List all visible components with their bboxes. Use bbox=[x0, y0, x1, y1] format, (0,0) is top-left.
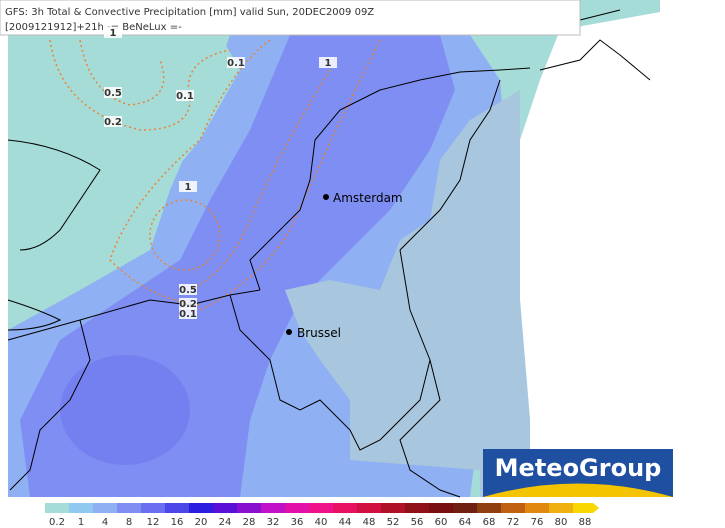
coastline-nl bbox=[249, 67, 531, 291]
legend-label: 32 bbox=[267, 517, 280, 528]
legend-label: 72 bbox=[507, 517, 520, 528]
coastline-france bbox=[7, 289, 261, 491]
legend-swatch bbox=[69, 503, 93, 513]
contour-label: 0.5 bbox=[104, 88, 122, 99]
legend-swatch bbox=[357, 503, 381, 513]
legend-swatch bbox=[333, 503, 357, 513]
legend-label: 44 bbox=[339, 517, 352, 528]
contour bbox=[189, 69, 331, 291]
logo-arc bbox=[483, 483, 673, 497]
contour bbox=[109, 39, 271, 306]
contour-label-bg bbox=[179, 181, 197, 192]
legend-label: 16 bbox=[171, 517, 184, 528]
contour-label: 0.2 bbox=[179, 299, 197, 310]
contour-label: 1 bbox=[110, 28, 117, 39]
legend-label: 80 bbox=[555, 517, 568, 528]
contour-label-bg bbox=[179, 284, 197, 295]
border-de bbox=[399, 79, 501, 498]
legend-label: 1 bbox=[78, 517, 84, 528]
legend-swatch bbox=[477, 503, 501, 513]
contour-label: 0.5 bbox=[179, 285, 197, 296]
contour-label-bg bbox=[319, 57, 337, 68]
header-subtitle: [2009121912]+21h -= BeNeLux =- bbox=[5, 22, 182, 33]
contour-label-bg bbox=[179, 308, 197, 319]
field-core bbox=[60, 355, 190, 465]
legend-swatch bbox=[525, 503, 549, 513]
city-label: Amsterdam bbox=[333, 191, 403, 205]
contour-label-bg bbox=[104, 116, 122, 127]
legend-label: 64 bbox=[459, 517, 472, 528]
legend-swatch bbox=[165, 503, 189, 513]
contour-label: 0.2 bbox=[104, 117, 122, 128]
legend-label: 40 bbox=[315, 517, 328, 528]
precip-field bbox=[8, 0, 660, 497]
legend-label: 52 bbox=[387, 517, 400, 528]
legend-swatch bbox=[453, 503, 477, 513]
contour bbox=[79, 39, 165, 106]
legend-swatch bbox=[237, 503, 261, 513]
legend-swatch bbox=[549, 503, 573, 513]
city-dot bbox=[323, 194, 329, 200]
legend-label: 76 bbox=[531, 517, 544, 528]
contours bbox=[49, 39, 381, 311]
header-title: GFS: 3h Total & Convective Precipitation… bbox=[5, 7, 374, 18]
legend-swatch bbox=[45, 503, 69, 513]
legend-swatch bbox=[117, 503, 141, 513]
contour-label-bg bbox=[104, 87, 122, 98]
logo: MeteoGroup bbox=[483, 449, 673, 497]
border-be bbox=[229, 249, 431, 451]
legend-swatch bbox=[213, 503, 237, 513]
legend-swatch bbox=[261, 503, 285, 513]
legend-label: 12 bbox=[147, 517, 160, 528]
legend-swatch bbox=[189, 503, 213, 513]
contour-labels: 10.1 10.5 0.10.210.50.20.1 bbox=[104, 27, 337, 320]
legend-swatch bbox=[429, 503, 453, 513]
contour-label: 0.1 bbox=[179, 309, 197, 320]
legend-label: 48 bbox=[363, 517, 376, 528]
legend-label: 8 bbox=[126, 517, 132, 528]
contour-label-bg bbox=[179, 298, 197, 309]
contour-label: 1 bbox=[325, 58, 332, 69]
legend-swatch bbox=[285, 503, 309, 513]
legend-swatch bbox=[309, 503, 333, 513]
legend-swatch bbox=[405, 503, 429, 513]
contour bbox=[199, 39, 381, 311]
contour-label-bg bbox=[227, 57, 245, 68]
contour-label: 1 bbox=[185, 182, 192, 193]
legend-label: 0.2 bbox=[49, 517, 65, 528]
legend: 0.2 1 4 8 12 16 20 24 28 32 36 40 44 48 52 56 60 64 68 72 76… bbox=[45, 503, 599, 528]
contour-label: 0.1 bbox=[227, 58, 245, 69]
legend-label: 60 bbox=[435, 517, 448, 528]
legend-arrow bbox=[573, 503, 599, 513]
contour-label-bg bbox=[104, 27, 122, 38]
contour-label: 0.1 bbox=[176, 91, 194, 102]
legend-label: 88 bbox=[579, 517, 592, 528]
city-dot bbox=[286, 329, 292, 335]
legend-label: 28 bbox=[243, 517, 256, 528]
legend-label: 36 bbox=[291, 517, 304, 528]
legend-label: 24 bbox=[219, 517, 232, 528]
coastline-uk bbox=[7, 139, 101, 331]
legend-swatch bbox=[141, 503, 165, 513]
contour-label-bg bbox=[176, 90, 194, 101]
legend-label: 4 bbox=[102, 517, 108, 528]
logo-text: MeteoGroup bbox=[495, 454, 662, 482]
header-box bbox=[0, 0, 581, 36]
legend-label: 68 bbox=[483, 517, 496, 528]
legend-swatch bbox=[501, 503, 525, 513]
contour bbox=[149, 199, 221, 271]
legend-label: 20 bbox=[195, 517, 208, 528]
city-label: Brussel bbox=[297, 326, 341, 340]
legend-label: 56 bbox=[411, 517, 424, 528]
legend-swatch bbox=[381, 503, 405, 513]
legend-swatch bbox=[93, 503, 117, 513]
